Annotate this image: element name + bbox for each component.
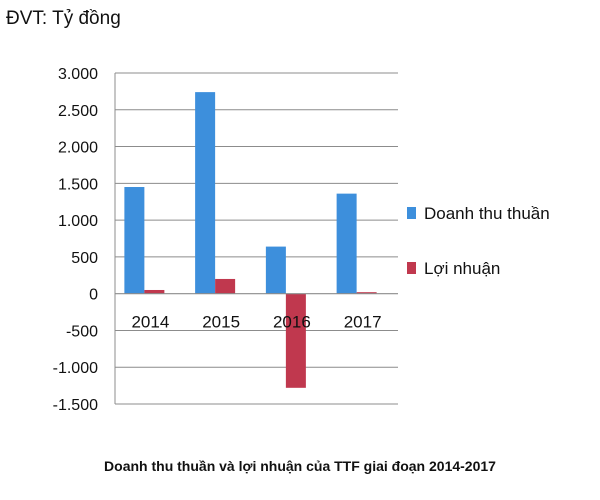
y-tick-labels: 3.000 2.500 2.000 1.500 1.000 500 0 -500 -1.000 -…: [53, 66, 98, 414]
y-tick-label: -1.000: [53, 360, 98, 377]
chart-caption: Doanh thu thuần và lợi nhuận của TTF gia…: [104, 458, 496, 474]
bar-doanh-thu-2014: [124, 187, 145, 294]
bar-loi-nhuan-2016: [285, 293, 306, 388]
bar-loi-nhuan-2015: [215, 278, 236, 294]
category-labels: 2014 2015 2016 2017: [131, 313, 381, 332]
y-tick-label: 2.000: [58, 140, 98, 157]
legend-swatch: [407, 207, 416, 219]
legend-swatch: [407, 262, 416, 274]
y-tick-label: -500: [66, 323, 98, 340]
bar-doanh-thu-2017: [336, 193, 357, 294]
legend: Doanh thu thuần Lợi nhuận: [407, 204, 550, 278]
bar-doanh-thu-2015: [195, 92, 216, 294]
x-category-label: 2015: [202, 313, 240, 332]
x-category-label: 2017: [344, 313, 382, 332]
unit-label: ĐVT: Tỷ đồng: [6, 8, 121, 29]
x-category-label: 2016: [273, 313, 311, 332]
y-tick-label: -1.500: [53, 397, 98, 414]
bar-loi-nhuan-2014: [144, 289, 165, 294]
legend-label: Doanh thu thuần: [424, 204, 550, 223]
gridlines: [115, 72, 398, 405]
x-category-label: 2014: [131, 313, 169, 332]
y-tick-label: 500: [71, 250, 98, 267]
y-tick-label: 1.500: [58, 176, 98, 193]
bars: [124, 92, 377, 388]
bar-loi-nhuan-2017: [356, 292, 377, 294]
y-tick-label: 1.000: [58, 213, 98, 230]
y-tick-label: 3.000: [58, 66, 98, 83]
legend-label: Lợi nhuận: [424, 259, 500, 278]
y-tick-label: 2.500: [58, 103, 98, 120]
axes: [114, 73, 398, 404]
y-tick-label: 0: [89, 287, 98, 304]
bar-doanh-thu-2016: [265, 246, 286, 294]
